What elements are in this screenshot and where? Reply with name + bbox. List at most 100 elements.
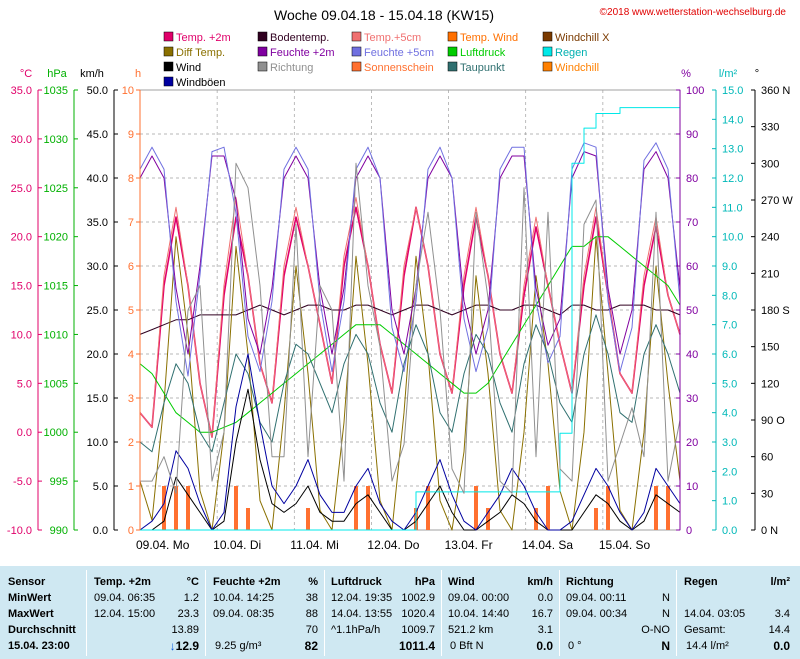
series-line-windb-en: [139, 353, 681, 531]
legend-label: Richtung: [270, 62, 313, 74]
wind-min-value: 0.0: [537, 592, 553, 604]
legend-swatch: [542, 46, 553, 57]
sensor-header: Sensor: [8, 576, 46, 588]
axis-label-wind: 35.0: [87, 217, 108, 229]
pressure-max-value: 1020.4: [401, 608, 435, 620]
pressure-unit: hPa: [414, 576, 435, 588]
axis-label-direction: 210: [761, 268, 779, 280]
trend-down-icon: ↓: [169, 639, 176, 653]
rain-current-label: 14.4 l/m²: [686, 640, 729, 652]
axis-label-direction: 150: [761, 342, 779, 354]
temp-column: Temp. +2m °C 09.04. 06:35 1.2 12.04. 15:…: [87, 566, 205, 659]
x-axis-label: 10.04. Di: [213, 538, 261, 552]
axis-label-direction: 0 N: [761, 525, 778, 537]
humidity-header: Feuchte +2m: [213, 576, 281, 588]
x-axis-label: 13.04. Fr: [445, 538, 493, 552]
legend-label: Taupunkt: [460, 62, 505, 74]
legend-label: Windchill X: [555, 32, 610, 44]
legend-label: Windböen: [176, 77, 226, 89]
pressure-min-value: 1002.9: [401, 592, 435, 604]
x-axis-label: 11.04. Mi: [290, 538, 338, 552]
axis-label-sun: 1: [128, 481, 134, 493]
statistics-panel: Sensor MinWert MaxWert Durchschnitt 15.0…: [0, 566, 800, 659]
rain-unit: l/m²: [770, 576, 790, 588]
legend-swatch: [351, 46, 362, 57]
pressure-column: Luftdruck hPa 12.04. 19:35 1002.9 14.04.…: [325, 566, 441, 659]
axis-label-rain: 9.0: [722, 261, 737, 273]
rain-column: Regen l/m² 14.04. 03:05 3.4 Gesamt: 14.4…: [677, 566, 800, 659]
series-line-taupunkt: [139, 314, 681, 453]
axis-label-rain: 10.0: [722, 232, 743, 244]
axis-label-rain: 0.0: [722, 525, 737, 537]
humidity-average: 70: [305, 624, 318, 636]
axis-label-direction: 360 N: [761, 85, 790, 97]
axis-label-pressure: 995: [50, 476, 68, 488]
axis-label-wind: 30.0: [87, 261, 108, 273]
axis-label-pressure: 1035: [44, 85, 68, 97]
axis-label-pressure: 990: [50, 525, 68, 537]
current-time: 15.04. 23:00: [8, 640, 70, 652]
legend-label: Wind: [176, 62, 201, 74]
axis-label-sun: 10: [122, 85, 134, 97]
axis-label-temp: 5.0: [17, 378, 32, 390]
series-line-regen: [140, 107, 680, 531]
axis-label-rain: 14.0: [722, 114, 743, 126]
sunshine-bar: [426, 486, 430, 530]
legend-swatch: [351, 61, 362, 72]
sunshine-bar: [654, 486, 658, 530]
legend-swatch: [447, 31, 458, 42]
axis-label-wind: 5.0: [93, 481, 108, 493]
pressure-max-time: 14.04. 13:55: [331, 608, 393, 620]
humidity-max-time: 09.04. 08:35: [213, 608, 275, 620]
temp-current: ↓12.9: [169, 639, 199, 653]
series-line-richtung: [140, 162, 681, 494]
humidity-column: Feuchte +2m % 10.04. 14:25 38 09.04. 08:…: [206, 566, 324, 659]
sunshine-bar: [186, 486, 190, 530]
sunshine-bar: [666, 486, 670, 530]
axis-label-pressure: 1010: [44, 329, 68, 341]
direction-max-value: N: [662, 608, 670, 620]
temp-max-value: 23.3: [177, 608, 199, 620]
legend-swatch: [257, 61, 268, 72]
legend-swatch: [163, 31, 174, 42]
axis-label-rain: 4.0: [722, 408, 737, 420]
axis-label-rain: 11.0: [722, 202, 743, 214]
axis-label-sun: 3: [128, 393, 134, 405]
x-axis-label: 15.04. So: [599, 538, 651, 552]
axis-label-humidity: 10: [686, 481, 698, 493]
sunshine-bar: [546, 486, 550, 530]
axis-label-pressure: 1030: [44, 134, 68, 146]
axis-label-humidity: 60: [686, 261, 698, 273]
axis-titles: °C hPa km/h h% l/m² °: [20, 68, 759, 80]
sunshine-bar: [246, 508, 250, 530]
axis-label-sun: 2: [128, 437, 134, 449]
axis-label-wind: 50.0: [87, 85, 108, 97]
maxwert-label: MaxWert: [8, 608, 54, 620]
axis-title: °C: [20, 68, 32, 80]
temp-min-time: 09.04. 06:35: [94, 592, 156, 604]
weather-chart: Woche 09.04.18 - 15.04.18 (KW15) ©2018 w…: [6, 7, 794, 552]
series-line-bodentemp-: [139, 304, 681, 335]
series-line-wind: [140, 388, 681, 531]
x-axis-label: 09.04. Mo: [136, 538, 190, 552]
sunshine-bar: [474, 486, 478, 530]
sunshine-bar: [606, 486, 610, 530]
legend-swatch: [447, 61, 458, 72]
direction-max-time: 09.04. 00:34: [566, 608, 628, 620]
x-axis-labels: 09.04. Mo 10.04. Di 11.04. Mi 12.04. Do 13.0…: [136, 538, 651, 552]
humidity-current: 82: [304, 639, 318, 653]
copyright-link[interactable]: ©2018 www.wetterstation-wechselburg.de: [600, 7, 787, 18]
axis-label-pressure: 1005: [44, 378, 68, 390]
legend-swatch: [257, 46, 268, 57]
axis-label-rain: 1.0: [722, 496, 737, 508]
axis-label-direction: 90 O: [761, 415, 785, 427]
temp-unit: °C: [186, 576, 199, 588]
axis-label-wind: 25.0: [87, 305, 108, 317]
humidity-min-value: 38: [305, 592, 318, 604]
wind-max-time: 10.04. 14:40: [448, 608, 510, 620]
direction-min-time: 09.04. 00:11: [566, 592, 627, 604]
series-lines: [139, 107, 681, 531]
axis-label-humidity: 90: [686, 129, 698, 141]
axis-label-humidity: 80: [686, 173, 698, 185]
direction-min-value: N: [662, 592, 670, 604]
